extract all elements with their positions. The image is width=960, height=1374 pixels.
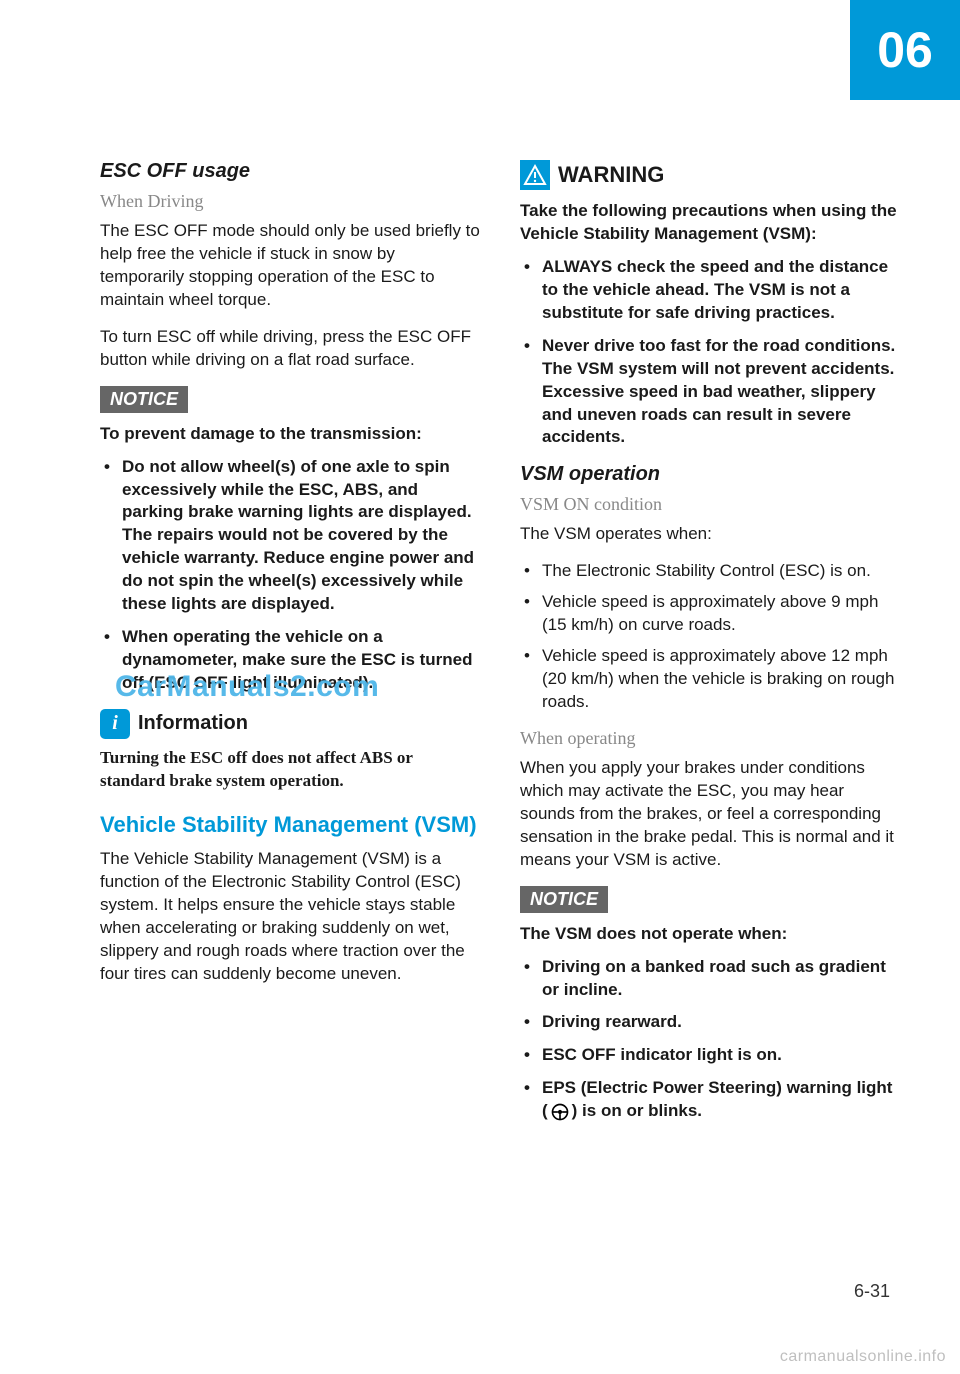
list-item: Vehicle speed is approximately above 9 m… [520,591,900,637]
left-column: ESC OFF usage When Driving The ESC OFF m… [100,160,480,1137]
notice2-label: NOTICE [520,886,608,913]
list-item: Never drive too fast for the road condit… [520,335,900,450]
vsm-op-intro: The VSM operates when: [520,523,900,546]
list-item: Vehicle speed is approximately above 12 … [520,645,900,714]
steering-wheel-icon [550,1102,570,1122]
warning-title: WARNING [558,162,664,188]
notice2-intro: The VSM does not operate when: [520,923,900,946]
when-operating-body: When you apply your brakes under conditi… [520,757,900,872]
when-operating-subhead: When operating [520,728,900,749]
list-item: Driving rearward. [520,1011,900,1034]
warning-intro: Take the following precautions when usin… [520,200,900,246]
list-item: The Electronic Stability Control (ESC) i… [520,560,900,583]
information-text: Turning the ESC off does not affect ABS … [100,747,480,793]
list-item: ALWAYS check the speed and the distance … [520,256,900,325]
list-item: ESC OFF indicator light is on. [520,1044,900,1067]
vsm-on-subhead: VSM ON condition [520,494,900,515]
chapter-badge: 06 [850,0,960,100]
esc-off-heading: ESC OFF usage [100,160,480,183]
notice-label: NOTICE [100,386,188,413]
page-number: 6-31 [854,1281,890,1302]
list-item: Driving on a banked road such as gradien… [520,956,900,1002]
list-item-eps: EPS (Electric Power Steering) warning li… [520,1077,900,1123]
vsm-op-heading: VSM operation [520,463,900,486]
information-title: Information [138,712,248,735]
watermark: CarManuals2.com [115,670,379,704]
warning-list: ALWAYS check the speed and the distance … [520,256,900,450]
right-column: WARNING Take the following precautions w… [520,160,900,1137]
information-header: i Information [100,709,480,739]
footer-text: carmanualsonline.info [780,1348,946,1366]
info-icon: i [100,709,130,739]
vsm-body: The Vehicle Stability Management (VSM) i… [100,848,480,986]
notice-list: Do not allow wheel(s) of one axle to spi… [100,456,480,695]
esc-off-p2: To turn ESC off while driving, press the… [100,326,480,372]
vsm-op-list: The Electronic Stability Control (ESC) i… [520,560,900,714]
notice-intro: To prevent damage to the transmission: [100,423,480,446]
eps-text-post: ) is on or blinks. [572,1101,702,1120]
esc-off-p1: The ESC OFF mode should only be used bri… [100,220,480,312]
vsm-title: Vehicle Stability Management (VSM) [100,811,480,839]
warning-icon [520,160,550,190]
warning-header: WARNING [520,160,900,190]
list-item: Do not allow wheel(s) of one axle to spi… [100,456,480,617]
esc-off-subhead: When Driving [100,191,480,212]
page-content: ESC OFF usage When Driving The ESC OFF m… [100,160,900,1137]
notice2-list: Driving on a banked road such as gradien… [520,956,900,1124]
